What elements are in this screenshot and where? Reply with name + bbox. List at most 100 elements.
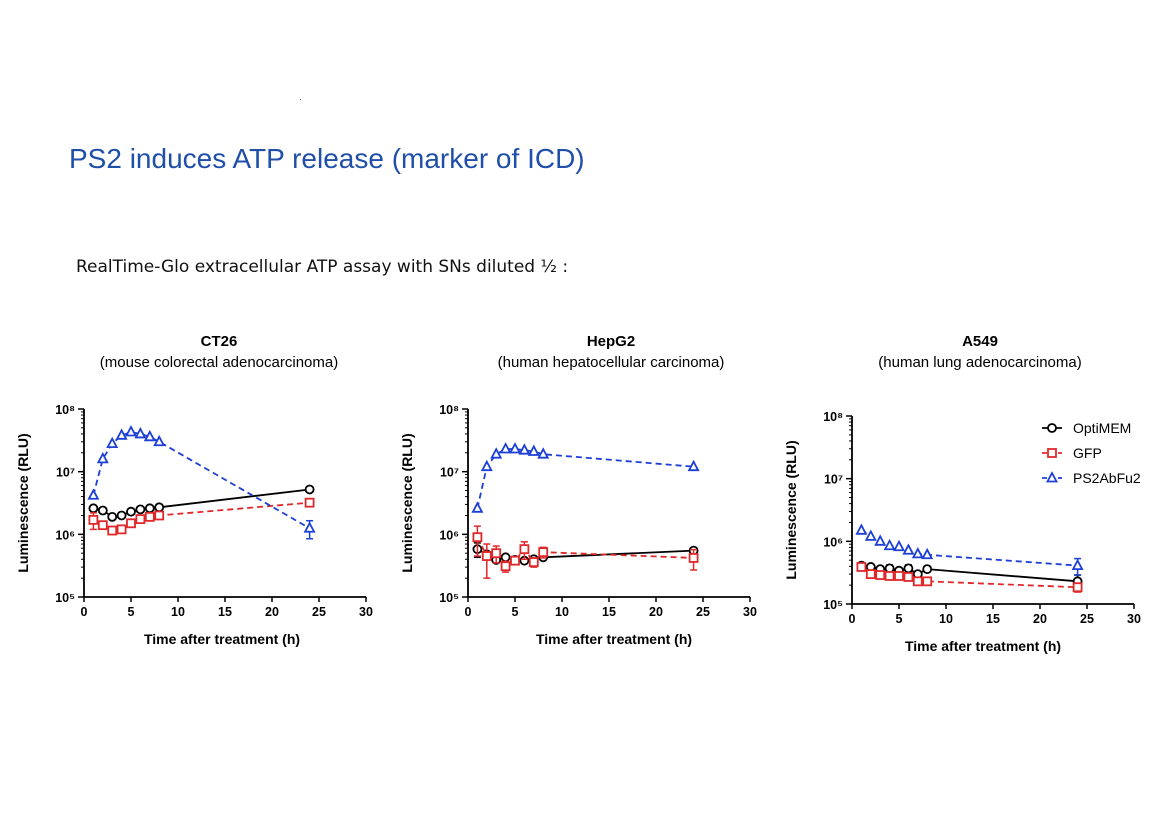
data-point — [134, 427, 147, 439]
x-tick-label: 0 — [81, 605, 88, 619]
legend-marker — [1047, 423, 1057, 433]
slide-title: PS2 induces ATP release (marker of ICD) — [69, 143, 585, 174]
data-point — [911, 546, 924, 559]
data-point — [106, 436, 119, 449]
data-point — [500, 552, 511, 563]
y-tick-label: 10⁷ — [440, 466, 459, 480]
decorative-dot — [300, 99, 301, 100]
data-point — [96, 451, 109, 464]
legend-label: PS2AbFu2 — [1073, 470, 1141, 486]
x-tick-label: 25 — [1080, 612, 1094, 626]
series-gfp — [472, 525, 699, 579]
data-point — [500, 561, 511, 572]
legend-marker — [1046, 471, 1058, 483]
chart-hepg2: HepG2 (human hepatocellular carcinoma) 0 5 1… — [399, 333, 757, 647]
data-point — [922, 576, 933, 587]
x-tick-label: 25 — [696, 605, 710, 619]
data-point — [884, 571, 895, 581]
chart-subtitle: (human lung adenocarcinoma) — [878, 354, 1081, 371]
data-point — [126, 518, 136, 529]
data-point — [154, 502, 165, 513]
series-ps2abfu2 — [471, 442, 700, 513]
data-point — [902, 543, 915, 555]
y-tick-label: 10⁶ — [55, 528, 75, 542]
data-point — [1072, 582, 1083, 593]
series-line — [92, 431, 311, 530]
data-point — [688, 553, 699, 563]
data-point — [471, 501, 484, 513]
y-tick-label: 10⁶ — [823, 535, 843, 549]
data-point — [922, 564, 933, 575]
data-point — [472, 532, 483, 543]
data-point — [88, 503, 99, 514]
data-point — [874, 534, 887, 546]
x-tick-label: 20 — [1033, 612, 1047, 626]
x-tick-label: 10 — [939, 612, 953, 626]
x-tick-label: 30 — [359, 605, 373, 619]
x-tick-label: 5 — [896, 612, 903, 626]
data-point — [855, 523, 868, 535]
data-point — [144, 511, 155, 522]
slide-subtitle: RealTime-Glo extracellular ATP assay wit… — [76, 257, 569, 277]
data-point — [519, 544, 530, 555]
data-point — [491, 548, 502, 559]
data-point — [912, 576, 923, 587]
data-point — [97, 520, 108, 531]
data-point — [154, 510, 165, 521]
legend-marker — [1047, 448, 1057, 458]
data-point — [499, 442, 512, 454]
data-point — [883, 538, 896, 551]
y-tick-label: 10⁵ — [55, 591, 75, 605]
chart-a549: A549 (human lung adenocarcinoma) 0 5 10 15 20 2… — [783, 333, 1141, 654]
data-point — [135, 514, 146, 525]
data-point — [303, 521, 316, 533]
data-point — [528, 557, 539, 568]
data-point — [538, 547, 549, 558]
data-point — [116, 524, 127, 535]
data-point — [510, 555, 520, 566]
data-point — [903, 563, 914, 574]
x-tick-label: 0 — [849, 612, 856, 626]
x-tick-label: 20 — [265, 605, 279, 619]
x-axis-label: Time after treatment (h) — [905, 638, 1061, 654]
chart-title: A549 — [962, 333, 998, 350]
x-tick-label: 15 — [602, 605, 616, 619]
chart-title: CT26 — [201, 333, 238, 350]
data-point — [115, 428, 128, 440]
data-point — [875, 570, 886, 580]
data-point — [894, 571, 904, 581]
x-tick-label: 10 — [171, 605, 185, 619]
legend: OptiMEM GFP PS2AbFu2 — [1042, 420, 1141, 486]
series-line — [476, 448, 694, 509]
data-point — [116, 510, 127, 521]
chart-title: HepG2 — [587, 333, 635, 350]
y-tick-label: 10⁶ — [439, 528, 459, 542]
chart-ct26: CT26 (mouse colorectal adenocarcinoma) 0 5 1… — [15, 333, 373, 647]
data-point — [490, 447, 503, 459]
data-point — [537, 447, 550, 459]
y-axis-label: Luminescence (RLU) — [399, 433, 415, 572]
chart-subtitle: (mouse colorectal adenocarcinoma) — [100, 354, 338, 371]
data-point — [893, 539, 905, 552]
legend-label: GFP — [1073, 445, 1102, 461]
data-point — [864, 529, 877, 541]
series-ps2abfu2 — [855, 523, 1084, 576]
data-point — [135, 504, 146, 515]
data-point — [125, 425, 137, 437]
data-point — [153, 434, 166, 447]
series-gfp — [856, 562, 1083, 593]
series-gfp — [88, 497, 315, 536]
y-tick-label: 10⁸ — [439, 403, 459, 417]
data-point — [481, 551, 492, 561]
data-point — [865, 569, 876, 580]
y-tick-label: 10⁵ — [823, 598, 843, 612]
data-point — [1071, 558, 1084, 570]
data-point — [304, 497, 315, 508]
data-point — [480, 459, 493, 472]
data-point — [126, 506, 136, 517]
data-point — [107, 525, 118, 536]
data-point — [143, 429, 156, 442]
x-tick-label: 30 — [1127, 612, 1141, 626]
y-axis-label: Luminescence (RLU) — [783, 440, 799, 579]
